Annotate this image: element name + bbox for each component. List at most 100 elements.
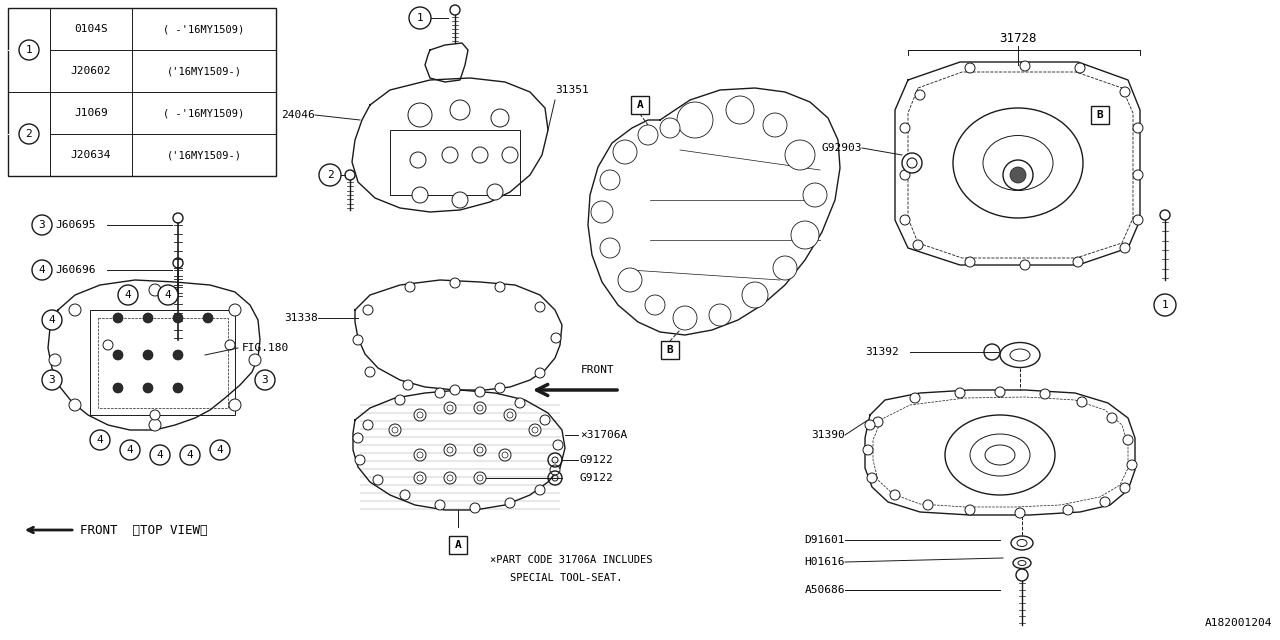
Circle shape	[1155, 294, 1176, 316]
Bar	[660, 341, 678, 359]
Circle shape	[180, 445, 200, 465]
Circle shape	[865, 420, 876, 430]
Text: 31351: 31351	[556, 85, 589, 95]
Text: 4: 4	[38, 265, 45, 275]
Text: 31390: 31390	[812, 430, 845, 440]
Circle shape	[890, 490, 900, 500]
Circle shape	[32, 260, 52, 280]
Circle shape	[1076, 397, 1087, 407]
Ellipse shape	[1012, 557, 1030, 568]
Circle shape	[502, 452, 508, 458]
Circle shape	[255, 370, 275, 390]
Circle shape	[364, 420, 372, 430]
Circle shape	[413, 409, 426, 421]
Circle shape	[413, 449, 426, 461]
Bar	[631, 96, 649, 114]
Circle shape	[474, 402, 486, 414]
Circle shape	[550, 333, 561, 343]
Circle shape	[923, 500, 933, 510]
Circle shape	[1075, 63, 1085, 73]
Text: ('16MY1509-): ('16MY1509-)	[166, 66, 242, 76]
Circle shape	[229, 399, 241, 411]
Circle shape	[42, 370, 61, 390]
Circle shape	[435, 500, 445, 510]
Circle shape	[113, 383, 123, 393]
Circle shape	[451, 100, 470, 120]
Text: 24046: 24046	[282, 110, 315, 120]
Text: G92903: G92903	[822, 143, 861, 153]
Circle shape	[645, 295, 666, 315]
Ellipse shape	[983, 136, 1053, 191]
Text: 3: 3	[38, 220, 45, 230]
Text: ('16MY1509-): ('16MY1509-)	[166, 150, 242, 160]
Ellipse shape	[1018, 561, 1027, 566]
Circle shape	[1123, 435, 1133, 445]
Text: 4: 4	[165, 290, 172, 300]
Circle shape	[955, 388, 965, 398]
Polygon shape	[865, 390, 1135, 515]
Text: 31392: 31392	[865, 347, 899, 357]
Circle shape	[410, 152, 426, 168]
Text: 31338: 31338	[284, 313, 317, 323]
Text: H01616: H01616	[805, 557, 845, 567]
Circle shape	[389, 424, 401, 436]
Circle shape	[204, 313, 212, 323]
Circle shape	[726, 96, 754, 124]
Circle shape	[1107, 413, 1117, 423]
Circle shape	[1100, 497, 1110, 507]
Circle shape	[550, 465, 561, 475]
Circle shape	[408, 103, 433, 127]
Circle shape	[495, 383, 506, 393]
Circle shape	[404, 282, 415, 292]
Circle shape	[355, 455, 365, 465]
Ellipse shape	[986, 445, 1015, 465]
Circle shape	[417, 452, 422, 458]
Circle shape	[965, 257, 975, 267]
Text: 4: 4	[216, 445, 224, 455]
Text: 4: 4	[96, 435, 104, 445]
Text: ×31706A: ×31706A	[580, 430, 627, 440]
Circle shape	[444, 444, 456, 456]
Circle shape	[1133, 170, 1143, 180]
Circle shape	[477, 405, 483, 411]
Bar	[449, 536, 467, 554]
Circle shape	[785, 140, 815, 170]
Circle shape	[506, 498, 515, 508]
Circle shape	[444, 402, 456, 414]
Circle shape	[150, 445, 170, 465]
Text: B: B	[667, 345, 673, 355]
Circle shape	[32, 215, 52, 235]
Circle shape	[873, 417, 883, 427]
Text: FIG.180: FIG.180	[242, 343, 289, 353]
Circle shape	[910, 393, 920, 403]
Circle shape	[515, 398, 525, 408]
Circle shape	[486, 184, 503, 200]
Circle shape	[413, 472, 426, 484]
Circle shape	[472, 147, 488, 163]
Polygon shape	[49, 280, 260, 430]
Circle shape	[965, 505, 975, 515]
Circle shape	[319, 164, 340, 186]
Circle shape	[365, 367, 375, 377]
Circle shape	[673, 306, 698, 330]
Text: FRONT  〈TOP VIEW〉: FRONT 〈TOP VIEW〉	[79, 524, 207, 536]
Circle shape	[1120, 87, 1130, 97]
Circle shape	[477, 447, 483, 453]
Circle shape	[148, 419, 161, 431]
Circle shape	[900, 123, 910, 133]
Circle shape	[553, 440, 563, 450]
Circle shape	[535, 485, 545, 495]
Ellipse shape	[954, 108, 1083, 218]
Text: 2: 2	[326, 170, 333, 180]
Circle shape	[591, 201, 613, 223]
Circle shape	[1120, 243, 1130, 253]
Circle shape	[600, 238, 620, 258]
Circle shape	[447, 405, 453, 411]
Text: J20602: J20602	[70, 66, 111, 76]
Circle shape	[504, 409, 516, 421]
Circle shape	[637, 125, 658, 145]
Ellipse shape	[945, 415, 1055, 495]
Circle shape	[102, 340, 113, 350]
Polygon shape	[352, 78, 548, 212]
Circle shape	[803, 183, 827, 207]
